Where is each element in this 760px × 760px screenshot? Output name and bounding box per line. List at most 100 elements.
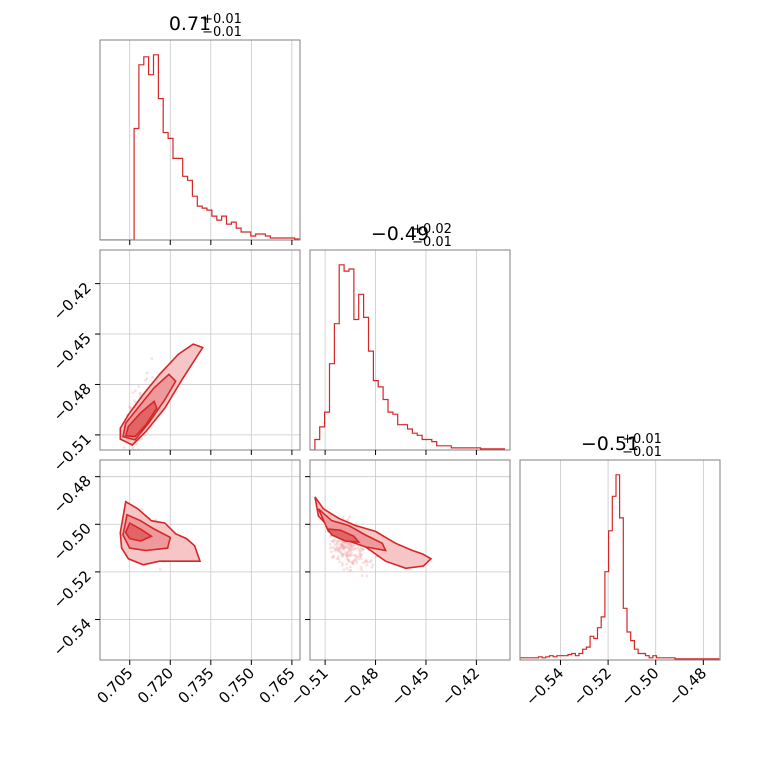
scatter-point <box>354 553 357 557</box>
scatter-point <box>340 553 344 556</box>
scatter-point <box>349 542 353 546</box>
panel-0-2 <box>95 459 301 665</box>
contour-line-level-2 <box>122 373 177 441</box>
scatter-point <box>336 546 340 550</box>
scatter-point <box>342 547 345 551</box>
scatter-point <box>338 546 342 549</box>
scatter-point <box>138 393 142 397</box>
scatter-point <box>346 541 349 545</box>
panel-frame <box>519 459 721 661</box>
scatter-point <box>345 553 348 557</box>
scatter-point <box>346 518 350 522</box>
title-lower-error: −0.01 <box>622 445 662 460</box>
panel-frame <box>309 459 511 661</box>
histogram-panel-2: −0.51+0.01−0.01 <box>519 432 721 665</box>
scatter-point <box>338 560 342 564</box>
scatter-point <box>358 549 362 553</box>
scatter-point <box>340 543 344 547</box>
y-tick-label: −0.45 <box>50 329 95 374</box>
scatter-point <box>335 542 339 546</box>
scatter-point <box>122 446 126 449</box>
scatter-point <box>370 565 374 569</box>
scatter-point <box>357 557 360 561</box>
scatter-point <box>337 548 341 551</box>
scatter-point <box>131 391 135 395</box>
scatter-point <box>361 561 365 565</box>
scatter-point <box>333 546 337 550</box>
scatter-point <box>359 557 363 561</box>
scatter-point <box>335 545 339 549</box>
scatter-point <box>349 549 353 552</box>
scatter-point <box>333 538 337 542</box>
contour-line-level-3 <box>124 399 158 438</box>
contour-fill-level-3 <box>327 529 359 543</box>
scatter-point <box>360 568 363 572</box>
scatter-point <box>137 385 140 388</box>
scatter-point <box>342 568 346 572</box>
scatter-point <box>359 546 363 550</box>
scatter-point <box>349 544 353 548</box>
contour-fill-level-3 <box>125 523 152 541</box>
title-upper-error: +0.01 <box>622 432 662 447</box>
scatter-point <box>346 546 350 550</box>
scatter-point <box>359 565 363 569</box>
scatter-point <box>359 555 362 559</box>
contour-line-level-1 <box>119 500 202 566</box>
x-tick-label: 0.750 <box>215 664 258 707</box>
contour-fill-level-1 <box>315 496 431 569</box>
scatter-point <box>346 542 350 546</box>
scatter-point <box>358 555 361 559</box>
scatter-point <box>340 543 344 547</box>
scatter-point <box>345 567 349 570</box>
x-tick-label: −0.45 <box>388 664 433 709</box>
scatter-point <box>332 554 336 558</box>
scatter-point <box>347 547 351 551</box>
scatter-point <box>151 375 154 379</box>
scatter-point <box>364 559 368 563</box>
scatter-point <box>351 562 355 566</box>
scatter-point <box>339 550 342 554</box>
y-tick-label: −0.48 <box>50 380 95 425</box>
title-lower-error: −0.01 <box>412 235 452 250</box>
scatter-point <box>328 542 332 546</box>
scatter-point <box>331 545 335 549</box>
contour-fill-level-2 <box>318 508 386 551</box>
scatter-point <box>337 548 341 552</box>
scatter-point <box>351 548 355 552</box>
scatter-point <box>342 552 345 556</box>
scatter-point <box>350 544 353 548</box>
scatter-point <box>348 546 351 550</box>
scatter-point <box>360 553 364 557</box>
scatter-point <box>347 559 351 563</box>
scatter-point <box>352 554 356 557</box>
scatter-point <box>140 437 144 441</box>
scatter-point <box>128 406 132 409</box>
scatter-point <box>349 565 352 569</box>
scatter-point <box>132 461 135 464</box>
scatter-point <box>341 545 345 549</box>
contour-line-level-3 <box>325 528 361 544</box>
x-tick-label: −0.42 <box>438 664 483 709</box>
scatter-point <box>360 574 364 577</box>
x-tick-label: −0.50 <box>617 664 662 709</box>
scatter-point <box>330 555 334 559</box>
scatter-point <box>349 543 353 547</box>
scatter-point <box>352 544 355 548</box>
scatter-point <box>358 550 362 554</box>
y-tick-label: −0.52 <box>50 567 95 612</box>
scatter-point <box>329 550 333 554</box>
scatter-point <box>346 554 349 558</box>
scatter-point <box>354 557 357 561</box>
x-tick-label: −0.54 <box>522 664 567 709</box>
scatter-point <box>348 542 351 546</box>
scatter-point <box>328 546 332 550</box>
histogram-steps <box>310 264 505 450</box>
scatter-point <box>344 553 348 557</box>
scatter-point <box>343 546 346 550</box>
title-lower-error: −0.01 <box>202 25 242 40</box>
scatter-point <box>339 545 343 548</box>
scatter-point <box>348 553 352 557</box>
scatter-point <box>349 544 353 548</box>
scatter-point <box>360 548 363 551</box>
scatter-point <box>341 553 345 556</box>
